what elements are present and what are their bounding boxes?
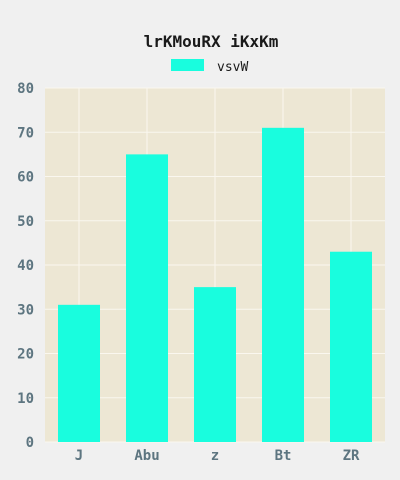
legend-swatch [171, 59, 204, 71]
chart-title: lrKMouRX iKxKm [144, 32, 279, 51]
y-axis-tick-labels: 0 10 20 30 40 50 60 70 80 [17, 81, 34, 451]
x-tick-label: Abu [134, 448, 159, 464]
x-tick-label: Bt [275, 448, 292, 464]
y-tick-label: 0 [26, 435, 34, 451]
x-axis-tick-labels: J Abu z Bt ZR [75, 448, 360, 464]
y-tick-label: 40 [17, 258, 34, 274]
bar-Bt [262, 127, 304, 442]
y-tick-label: 30 [17, 302, 34, 318]
bar-z [194, 287, 236, 442]
x-tick-label: ZR [343, 448, 360, 464]
y-tick-label: 50 [17, 214, 34, 230]
bar-Abu [126, 154, 168, 442]
y-tick-label: 20 [17, 347, 34, 363]
x-tick-label: z [211, 448, 219, 464]
y-tick-label: 70 [17, 125, 34, 141]
legend: vsvW [171, 59, 248, 75]
y-tick-label: 80 [17, 81, 34, 97]
y-tick-label: 60 [17, 170, 34, 186]
bar-ZR [330, 251, 372, 442]
legend-label: vsvW [217, 60, 248, 75]
bars [58, 127, 372, 442]
y-tick-label: 10 [17, 391, 34, 407]
bar-J [58, 304, 100, 442]
x-tick-label: J [75, 448, 83, 464]
